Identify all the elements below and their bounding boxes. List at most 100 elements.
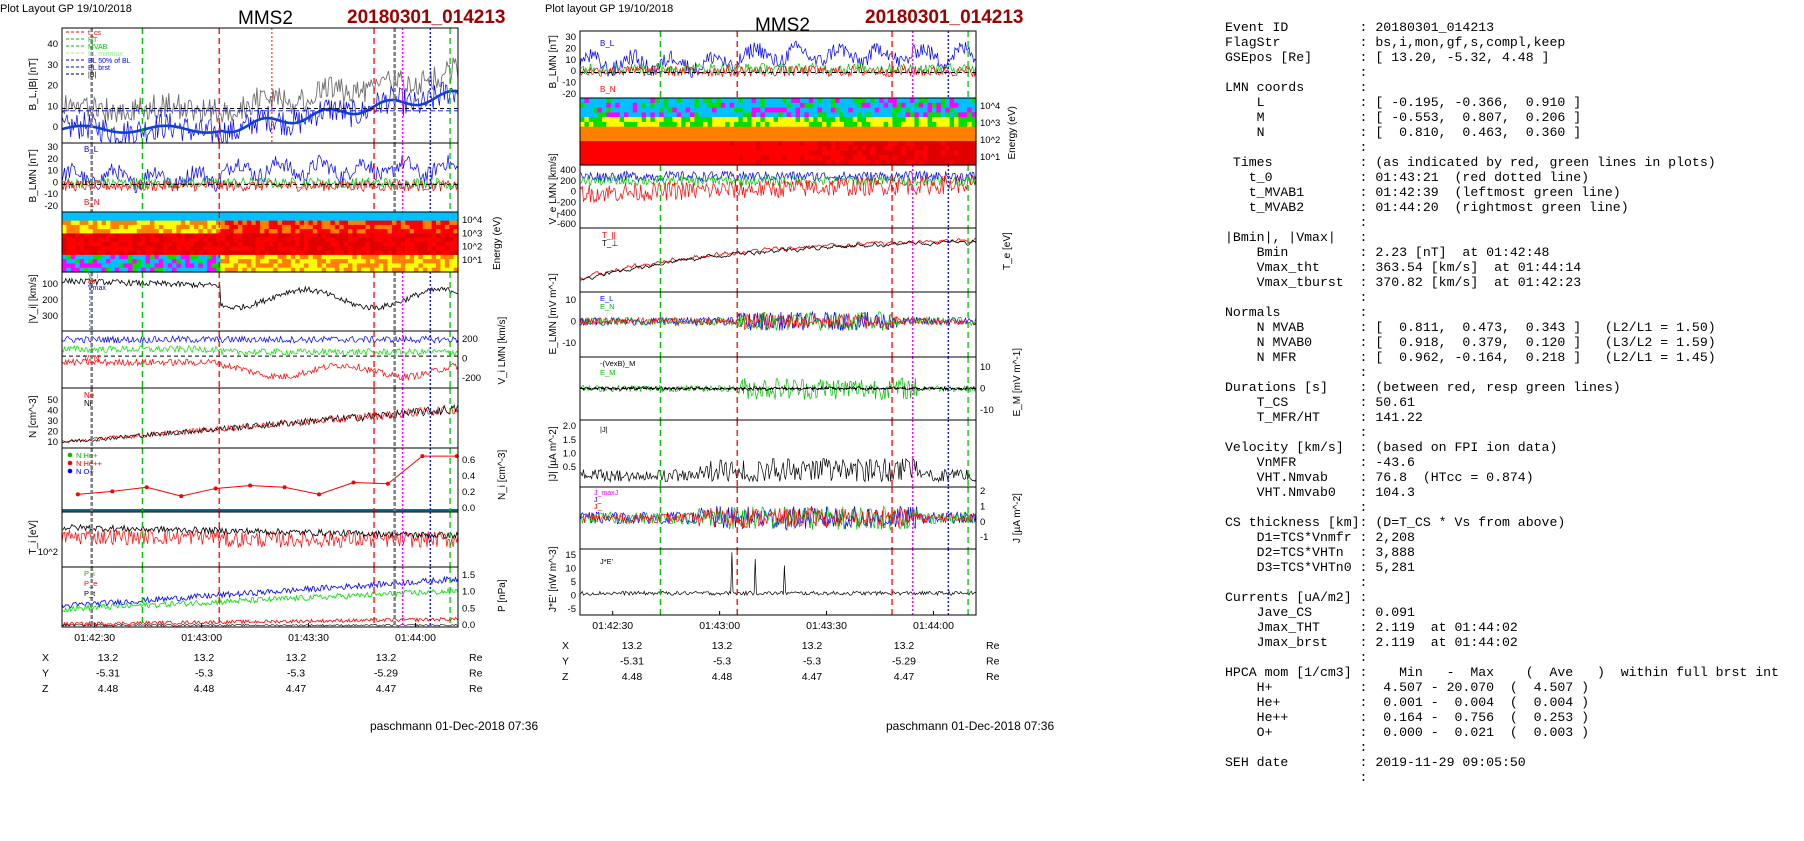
spectrogram-cell [378, 254, 384, 260]
spectrogram-cell [694, 136, 700, 142]
spectrogram-cell [698, 98, 704, 104]
spectrogram-cell [308, 237, 314, 243]
spectrogram-cell [75, 216, 81, 222]
spectrogram-cell [400, 254, 406, 260]
spectrogram-cell [352, 212, 358, 217]
spectrogram-cell [427, 267, 433, 273]
spectrogram-cell [606, 102, 612, 109]
spectrogram-cell [615, 107, 621, 113]
spectrogram-cell [742, 155, 748, 161]
spectrogram-cell [804, 160, 810, 166]
spectrogram-cell [861, 131, 867, 137]
series-pe [61, 616, 459, 627]
spectrogram-cell [110, 212, 116, 217]
spectrogram-cell [751, 126, 757, 133]
spectrogram-cell [304, 267, 309, 273]
spectrogram-cell [602, 155, 607, 161]
spectrogram-cell [436, 220, 441, 226]
spectrogram-cell [431, 229, 437, 234]
spectrogram-cell [449, 242, 455, 247]
y-tick-label: 0.0 [462, 503, 475, 514]
spectrogram-cell [370, 237, 375, 243]
spectrogram-cell [431, 224, 437, 230]
spectrogram-cell [615, 102, 621, 109]
spectrogram-cell [220, 220, 226, 226]
spectrogram-cell [202, 233, 208, 239]
position-value: 13.2 [194, 652, 215, 664]
spectrogram-cell [405, 229, 411, 234]
spectrogram-cell [264, 224, 270, 230]
spectrogram-cell [848, 107, 854, 113]
spectrogram-cell [918, 141, 924, 147]
spectrogram-cell [804, 131, 810, 137]
position-row-label: X [42, 652, 49, 664]
y-tick-label: 0 [980, 384, 985, 395]
spectrogram-cell [958, 160, 964, 166]
spectrogram-cell [808, 160, 814, 166]
spectrogram-cell [334, 224, 340, 230]
spectrogram-cell [747, 145, 753, 152]
spectrogram-cell [932, 102, 937, 109]
spectrogram-cell [202, 237, 208, 243]
spectrogram-cell [453, 250, 459, 256]
spectrogram-cell [945, 160, 951, 166]
spectrogram-cell [606, 160, 612, 166]
spectrogram-cell [251, 224, 257, 230]
spectrogram-cell [444, 267, 450, 273]
spectrogram-cell [650, 136, 656, 142]
spectrogram-cell [343, 233, 349, 239]
spectrogram-cell [444, 220, 450, 226]
spectrogram-cell [123, 237, 129, 243]
spectrogram-cell [352, 259, 358, 264]
legend-entry: Ne [84, 391, 95, 400]
spectrogram-cell [720, 98, 726, 104]
y-tick-label: 200 [560, 176, 576, 187]
spectrogram-cell [453, 246, 459, 252]
spectrogram-cell [136, 250, 142, 256]
spectrogram-cell [769, 98, 775, 104]
position-unit: Re [986, 656, 1000, 668]
spectrogram-cell [760, 155, 766, 161]
spectrogram-cell [167, 242, 173, 247]
spectrogram-cell [734, 121, 739, 128]
spectrogram-cell [940, 150, 946, 156]
spectrogram-cell [892, 150, 898, 156]
spectrogram-cell [334, 237, 340, 243]
spectrogram-cell [857, 131, 863, 137]
spectrogram-cell [224, 267, 230, 273]
spectrogram-cell [396, 250, 402, 256]
spectrogram-cell [747, 117, 753, 123]
spectrogram-cell [712, 121, 717, 128]
y-tick-label: 30 [47, 142, 58, 153]
spectrogram-cell [782, 98, 788, 104]
spectrogram-cell [888, 131, 893, 137]
spectrogram-cell [255, 254, 261, 260]
spectrogram-cell [242, 246, 248, 252]
spectrogram-cell [593, 102, 599, 109]
spectrogram-cell [690, 131, 695, 137]
spectrogram-cell [940, 136, 946, 142]
y-tick-label: 10^1 [462, 255, 482, 266]
spectrogram-cell [690, 107, 695, 113]
y-tick-label: -20 [44, 201, 58, 212]
spectrogram-cell [932, 150, 937, 156]
spectrogram-cell [141, 220, 147, 226]
spectrogram-cell [874, 145, 880, 152]
spectrogram-cell [826, 112, 832, 118]
spectrogram-cell [698, 112, 704, 118]
spectrogram-cell [409, 233, 415, 239]
spectrogram-cell [405, 242, 411, 247]
spectrogram-cell [971, 160, 977, 166]
spectrogram-cell [326, 259, 331, 264]
spectrogram-cell [440, 267, 446, 273]
spectrogram-cell [905, 107, 911, 113]
spectrogram-cell [791, 150, 797, 156]
spectrogram-cell [97, 216, 103, 222]
spectrogram-cell [110, 267, 116, 273]
spectrogram-cell [84, 250, 89, 256]
spectrogram-cell [70, 233, 76, 239]
spectrogram-cell [940, 117, 946, 123]
spectrogram-cell [940, 98, 946, 104]
spectrogram-cell [418, 250, 424, 256]
spectrogram-cell [945, 150, 951, 156]
